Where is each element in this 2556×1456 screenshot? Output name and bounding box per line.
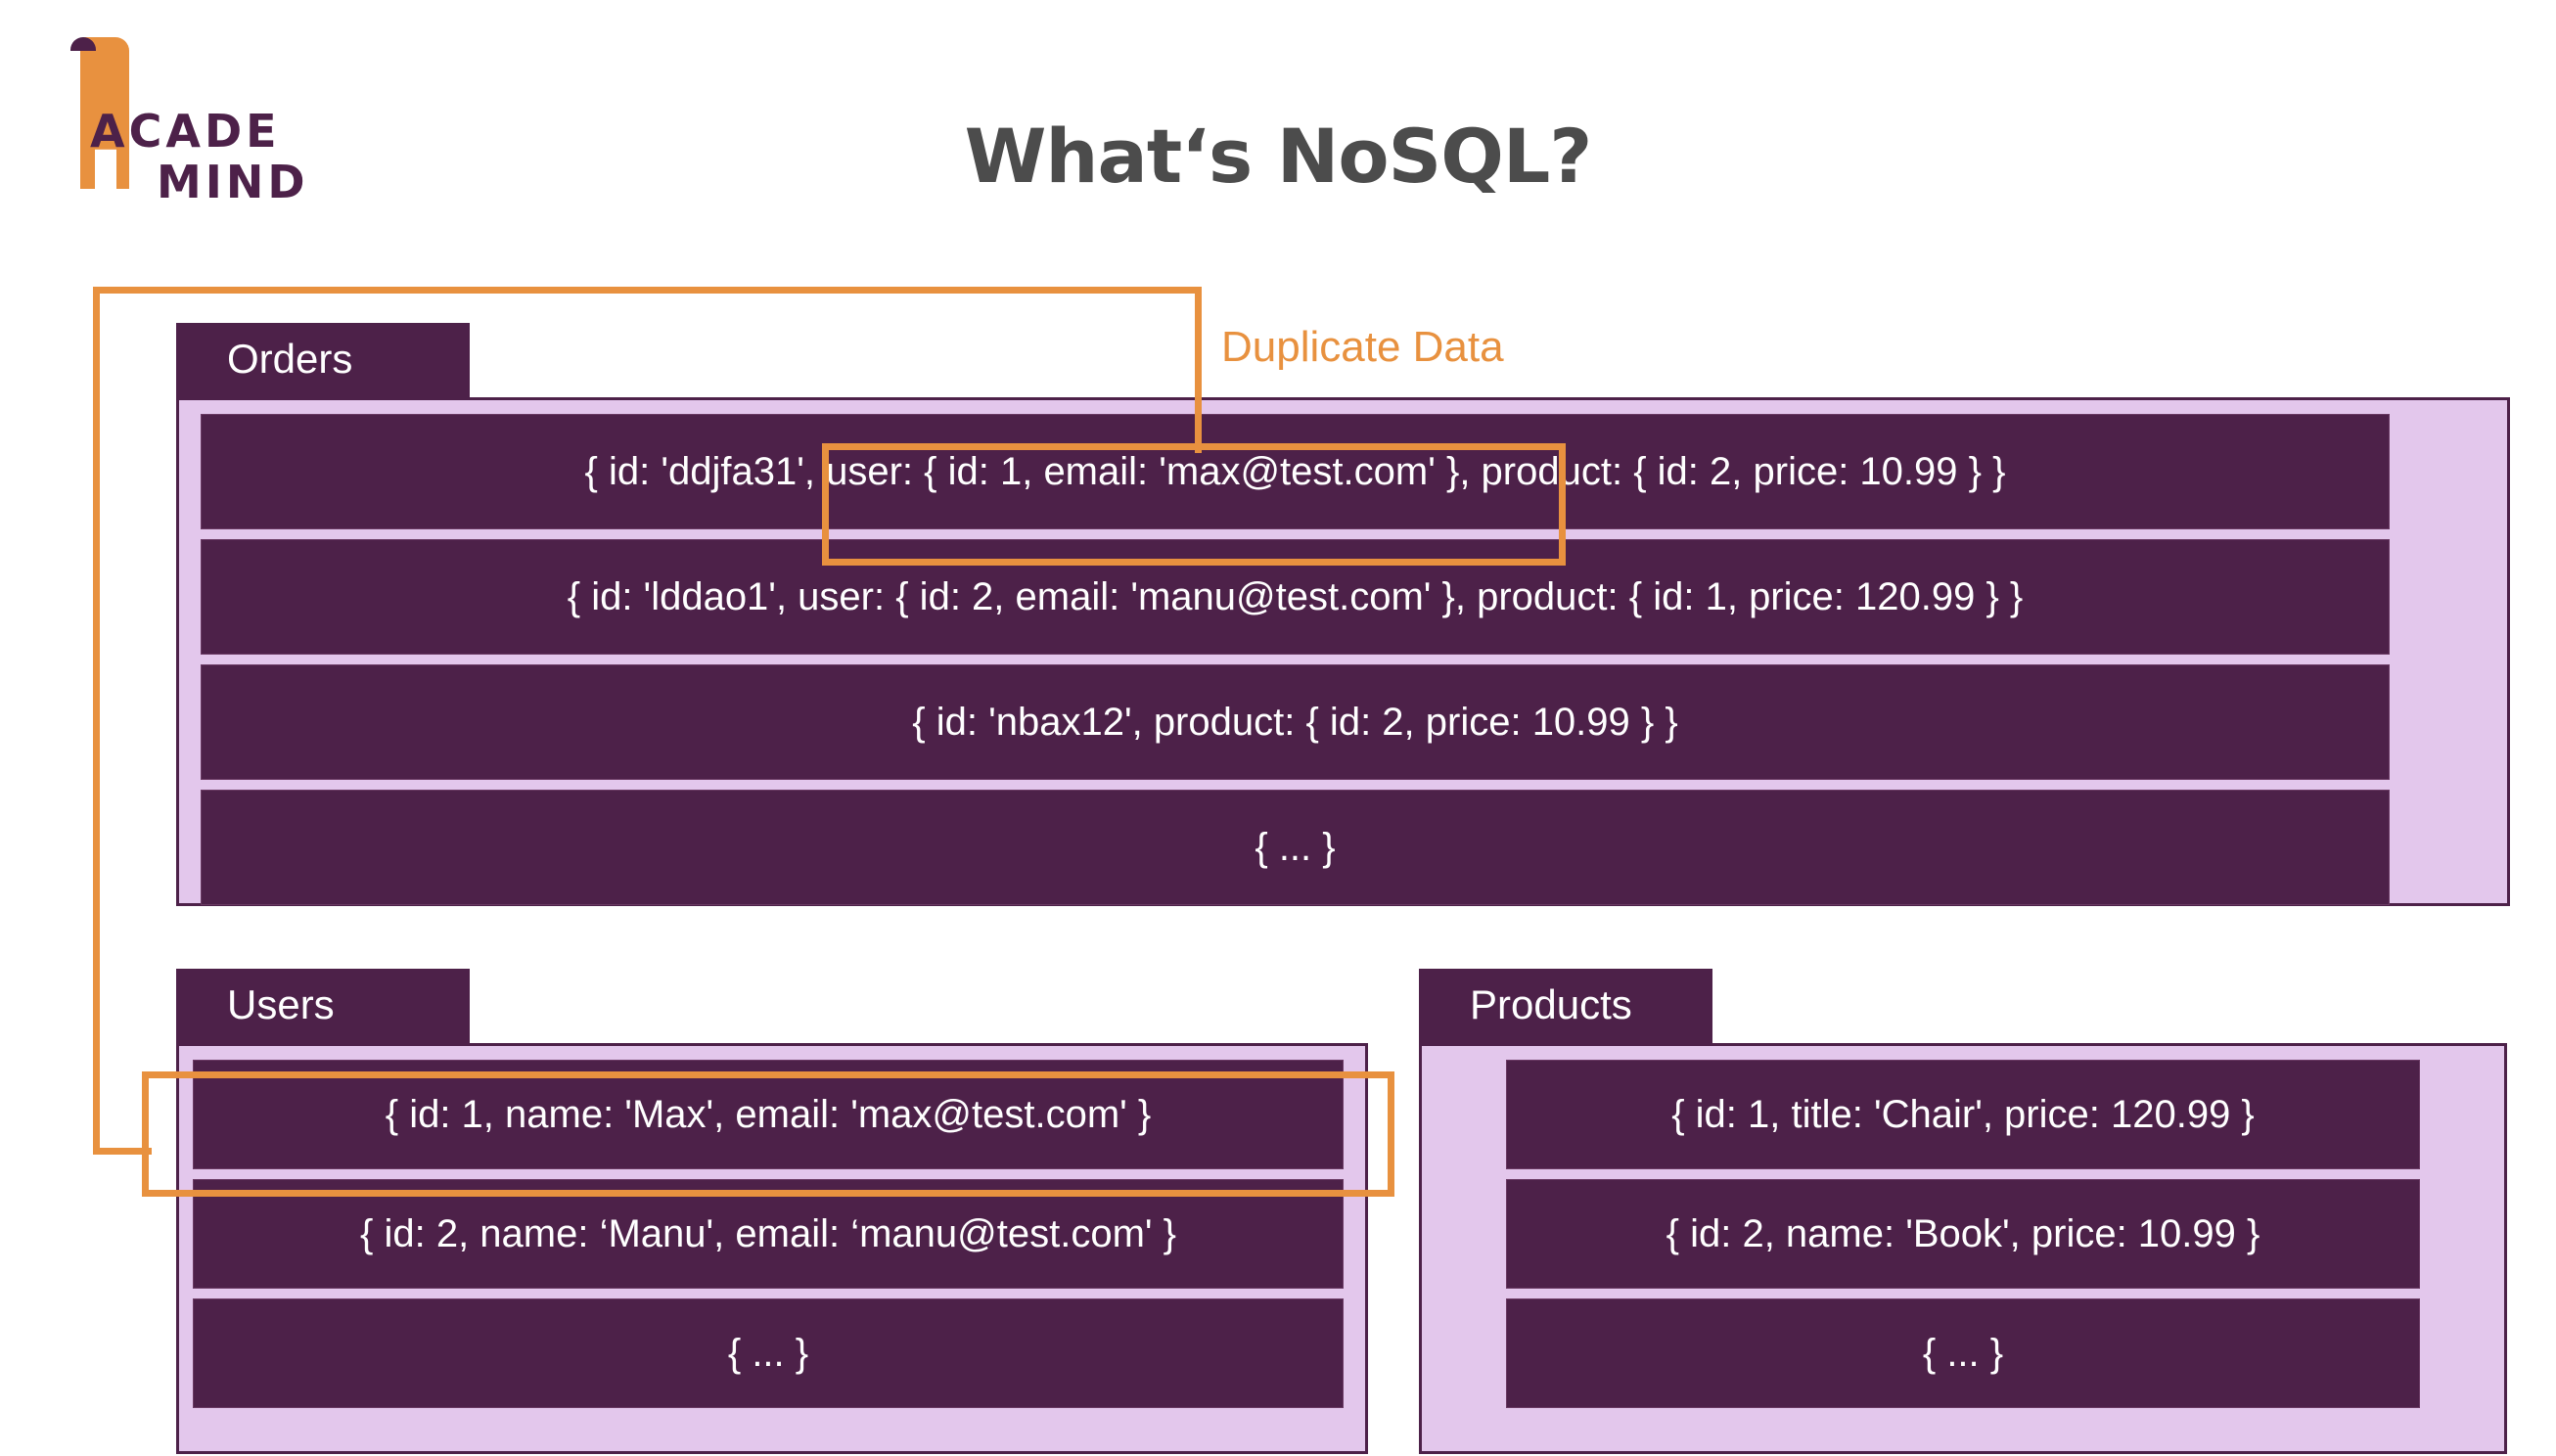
collection-tab-users: Users (176, 969, 470, 1043)
collection-body-products: { id: 1, title: 'Chair', price: 120.99 }… (1419, 1043, 2507, 1454)
table-row: { id: 'nbax12', product: { id: 2, price:… (201, 664, 2390, 780)
logo-word-mind: MIND (157, 156, 309, 208)
collection-tab-products: Products (1419, 969, 1712, 1043)
table-row: { id: 'lddao1', user: { id: 2, email: 'm… (201, 539, 2390, 655)
collection-body-users: { id: 1, name: 'Max', email: 'max@test.c… (176, 1043, 1368, 1454)
collection-body-orders: { id: 'ddjfa31', user: { id: 1, email: '… (176, 397, 2510, 906)
duplicate-data-label: Duplicate Data (1221, 323, 1504, 371)
table-row: { id: 'ddjfa31', user: { id: 1, email: '… (201, 414, 2390, 529)
connector-line-bottom (93, 1148, 152, 1155)
logo-word-acade: ACADE (90, 105, 281, 158)
table-row: { id: 1, name: 'Max', email: 'max@test.c… (193, 1060, 1344, 1169)
connector-line-top (93, 287, 1202, 294)
purple-cap-icon (70, 37, 96, 51)
table-row: { id: 1, title: 'Chair', price: 120.99 } (1506, 1060, 2420, 1169)
academind-logo: ACADE MIND (70, 37, 384, 213)
bookmark-ribbon-icon (70, 37, 129, 194)
collection-tab-orders: Orders (176, 323, 470, 397)
table-row: { id: 2, name: 'Book', price: 10.99 } (1506, 1179, 2420, 1289)
table-row: { ... } (193, 1298, 1344, 1408)
logo-wordmark: ACADE MIND (90, 106, 384, 207)
connector-line-down (1195, 287, 1202, 453)
connector-line-left (93, 287, 100, 1155)
table-row: { ... } (201, 790, 2390, 905)
table-row: { ... } (1506, 1298, 2420, 1408)
table-row: { id: 2, name: ‘Manu', email: ‘manu@test… (193, 1179, 1344, 1289)
page-title: What‘s NoSQL? (964, 113, 1593, 200)
